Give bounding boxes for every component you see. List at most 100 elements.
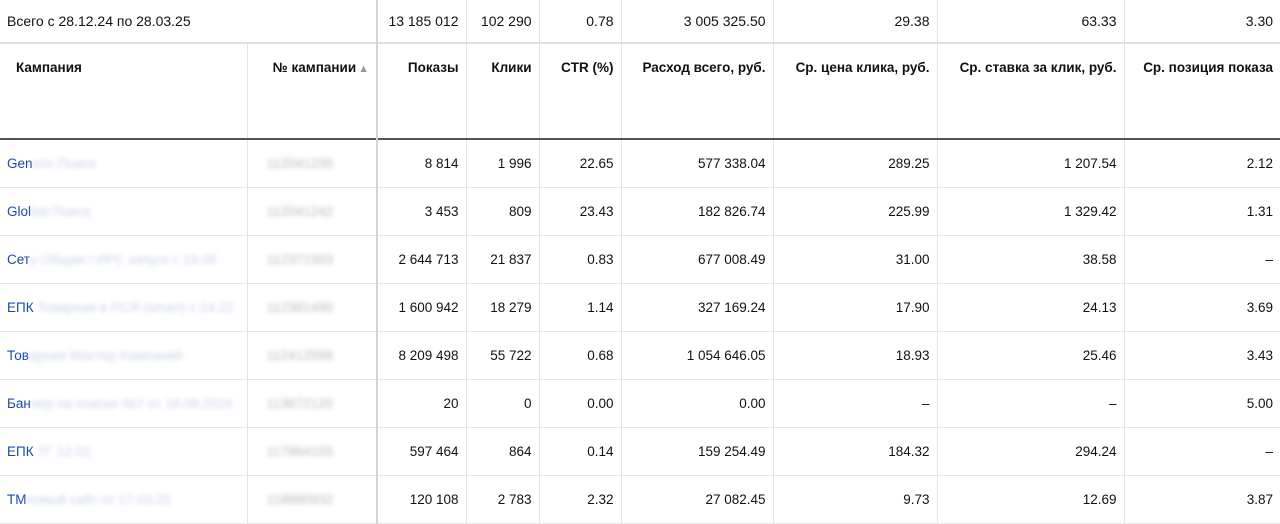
cell-campaign-no: 113672120 [246, 379, 378, 428]
cell-spend: 327 169.24 [620, 283, 774, 332]
col-header-clicks[interactable]: Клики [465, 43, 540, 139]
cell-ctr: 2.32 [538, 475, 622, 524]
cell-avg-cpc: 18.93 [772, 331, 938, 380]
cell-campaign-no: 112412598 [246, 331, 378, 380]
cell-campaign: Товарная Мастер Кампаний [0, 331, 247, 380]
cell-avg-pos: 3.87 [1123, 475, 1280, 524]
cell-campaign: ЕПК Товарная в РСЯ (smart) с 24.22 [0, 283, 247, 332]
cell-impressions: 2 644 713 [376, 235, 467, 284]
cell-campaign-no: 112381490 [246, 283, 378, 332]
total-spend: 3 005 325.50 [620, 0, 774, 43]
total-row: Всего с 28.12.24 по 28.03.25 13 185 012 … [0, 0, 1280, 43]
table-row: Баннер на поиске №7 от 18.08.2024 1136721… [0, 379, 1280, 428]
campaign-name-redacted: нер на поиске №7 от 18.08.2024 [30, 396, 233, 411]
campaign-link[interactable]: ЕПК ТГ 12.02 [7, 444, 90, 459]
table-row: Сеть Общая / ИРС запуск с 19.08 112371503… [0, 235, 1280, 284]
cell-avg-cpc: 184.32 [772, 427, 938, 476]
cell-ctr: 22.65 [538, 139, 622, 188]
cell-campaign-no: 112041235 [246, 139, 378, 188]
sort-asc-icon: ▲ [358, 63, 370, 75]
cell-impressions: 597 464 [376, 427, 467, 476]
cell-impressions: 3 453 [376, 187, 467, 236]
table-row: ЕПК Товарная в РСЯ (smart) с 24.22 112381… [0, 283, 1280, 332]
table-row: Generic Поиск 112041235 8 814 1 996 22.65 577… [0, 139, 1280, 188]
campaign-id-redacted: 118880932 [266, 492, 334, 507]
cell-avg-bid: – [936, 379, 1125, 428]
col-header-campaign[interactable]: Кампания [16, 60, 82, 75]
campaign-link[interactable]: Баннер на поиске №7 от 18.08.2024 [7, 396, 233, 411]
cell-avg-pos: 2.12 [1123, 139, 1280, 188]
cell-avg-pos: 3.43 [1123, 331, 1280, 380]
total-avg-cpc: 29.38 [772, 0, 938, 43]
cell-campaign-no: 117864155 [246, 427, 378, 476]
campaign-name-visible: Glol [7, 204, 32, 219]
col-header-spend[interactable]: Расход всего, руб. [620, 43, 774, 139]
total-avg-pos: 3.30 [1123, 0, 1280, 43]
cell-impressions: 120 108 [376, 475, 467, 524]
cell-clicks: 21 837 [465, 235, 540, 284]
cell-spend: 677 008.49 [620, 235, 774, 284]
cell-campaign-no: 112041242 [246, 187, 378, 236]
cell-avg-bid: 1 207.54 [936, 139, 1125, 188]
campaign-link[interactable]: ТМновый сайт от 17.03.25 [7, 492, 171, 507]
col-header-ctr[interactable]: CTR (%) [538, 43, 622, 139]
col-header-campaign-no[interactable]: № кампании ▲ [246, 43, 378, 139]
campaign-link[interactable]: Generic Поиск [7, 156, 95, 171]
cell-avg-bid: 38.58 [936, 235, 1125, 284]
cell-campaign: ТМновый сайт от 17.03.25 [0, 475, 247, 524]
cell-spend: 27 082.45 [620, 475, 774, 524]
col-header-avg-cpc[interactable]: Ср. цена клика, руб. [772, 43, 938, 139]
total-impressions: 13 185 012 [376, 0, 467, 43]
cell-spend: 0.00 [620, 379, 774, 428]
cell-ctr: 0.14 [538, 427, 622, 476]
campaign-link[interactable]: Сеть Общая / ИРС запуск с 19.08 [7, 252, 217, 267]
campaign-link[interactable]: Glolbal Поиск [7, 204, 90, 219]
cell-avg-bid: 24.13 [936, 283, 1125, 332]
cell-impressions: 8 814 [376, 139, 467, 188]
cell-clicks: 0 [465, 379, 540, 428]
campaign-name-visible: ЕПК [7, 444, 34, 459]
campaign-id-redacted: 117864155 [266, 444, 334, 459]
cell-impressions: 1 600 942 [376, 283, 467, 332]
campaign-link[interactable]: ЕПК Товарная в РСЯ (smart) с 24.22 [7, 300, 234, 315]
cell-avg-pos: – [1123, 235, 1280, 284]
cell-avg-cpc: 289.25 [772, 139, 938, 188]
cell-avg-cpc: 9.73 [772, 475, 938, 524]
col-header-campaign-no-label: № кампании [272, 60, 357, 75]
campaign-id-redacted: 112381490 [266, 300, 334, 315]
col-header-avg-bid[interactable]: Ср. ставка за клик, руб. [936, 43, 1125, 139]
total-clicks: 102 290 [465, 0, 540, 43]
campaign-name-visible: Сет [7, 252, 30, 267]
rows-body: Generic Поиск 112041235 8 814 1 996 22.65 577… [0, 139, 1280, 524]
cell-avg-pos: 3.69 [1123, 283, 1280, 332]
campaign-id-redacted: 112412598 [266, 348, 334, 363]
cell-spend: 577 338.04 [620, 139, 774, 188]
cell-avg-pos: 1.31 [1123, 187, 1280, 236]
cell-ctr: 0.68 [538, 331, 622, 380]
col-header-avg-pos[interactable]: Ср. позиция показа [1123, 43, 1280, 139]
table-body: Всего с 28.12.24 по 28.03.25 13 185 012 … [0, 0, 1280, 139]
cell-avg-bid: 25.46 [936, 331, 1125, 380]
cell-impressions: 20 [376, 379, 467, 428]
campaign-id-redacted: 112041235 [266, 156, 334, 171]
cell-avg-cpc: 31.00 [772, 235, 938, 284]
cell-campaign-no: 112371503 [246, 235, 378, 284]
col-header-impressions[interactable]: Показы [376, 43, 467, 139]
total-label: Всего с 28.12.24 по 28.03.25 [7, 13, 191, 29]
cell-avg-bid: 1 329.42 [936, 187, 1125, 236]
cell-clicks: 55 722 [465, 331, 540, 380]
campaign-name-visible: Бан [7, 396, 31, 411]
cell-clicks: 864 [465, 427, 540, 476]
cell-clicks: 2 783 [465, 475, 540, 524]
cell-campaign: Сеть Общая / ИРС запуск с 19.08 [0, 235, 247, 284]
cell-avg-pos: – [1123, 427, 1280, 476]
cell-ctr: 23.43 [538, 187, 622, 236]
campaign-name-visible: Gen [7, 156, 33, 171]
campaign-name-redacted: eric Поиск [32, 156, 96, 171]
campaign-link[interactable]: Товарная Мастер Кампаний [7, 348, 182, 363]
campaign-name-redacted: Товарная в РСЯ (smart) с 24.22 [33, 300, 234, 315]
cell-spend: 182 826.74 [620, 187, 774, 236]
campaign-name-visible: ТМ [7, 492, 27, 507]
campaign-name-visible: ЕПК [7, 300, 34, 315]
